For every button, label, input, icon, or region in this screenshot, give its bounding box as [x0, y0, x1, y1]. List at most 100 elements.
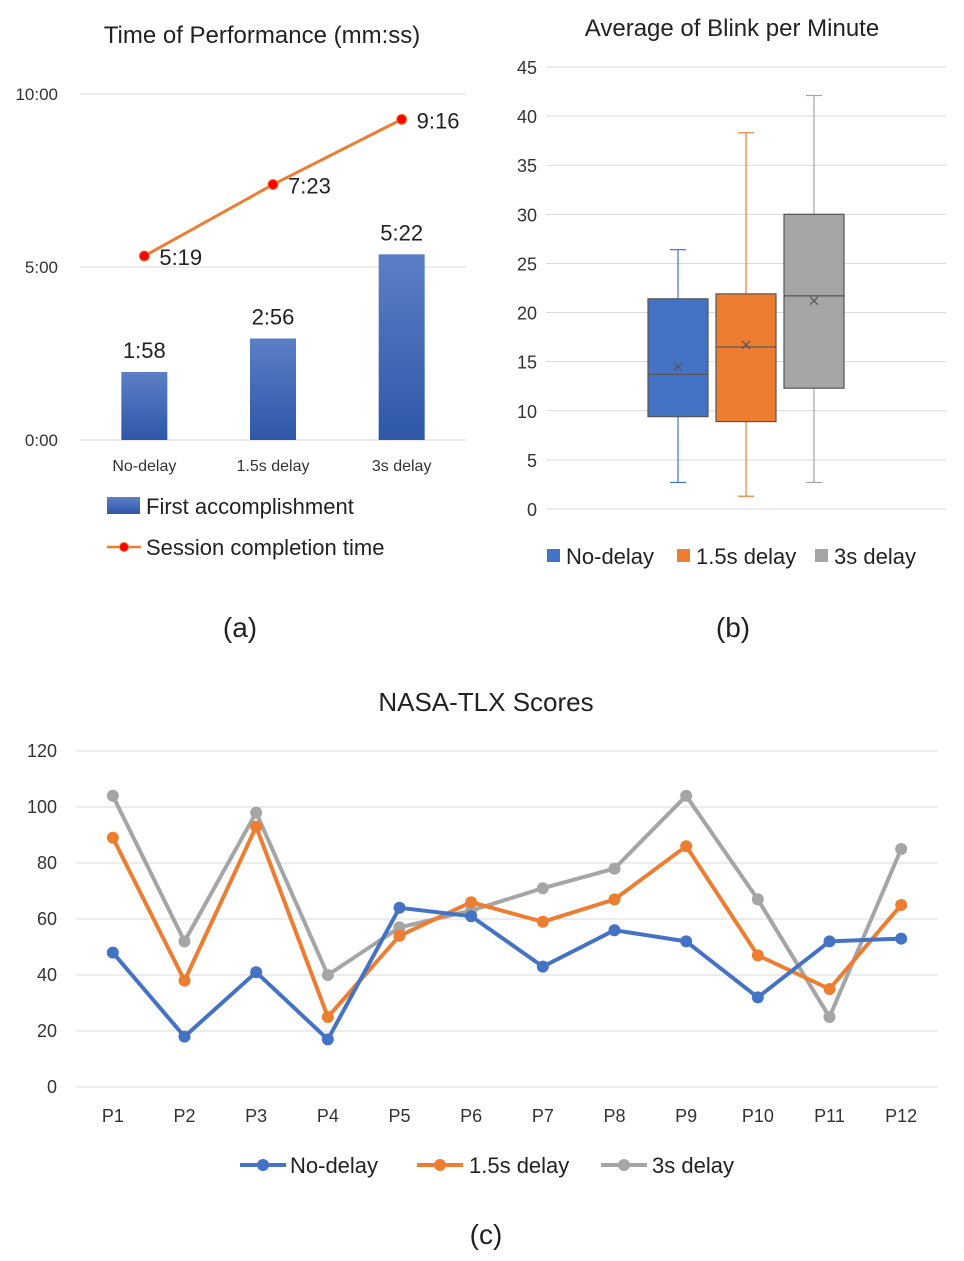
- x-tick-label-p2: P2: [173, 1106, 195, 1126]
- series-line: [111, 905, 902, 1042]
- box-iqr: [647, 298, 709, 418]
- bar-no-delay: [121, 371, 168, 440]
- caption-b: (b): [716, 612, 750, 643]
- y-tick-label-b: 20: [517, 304, 537, 324]
- y-tick-label-c: 100: [27, 797, 57, 817]
- bar-label-no-delay: 1:58: [123, 338, 166, 363]
- point-p7: [536, 960, 549, 973]
- series-no-delay: [106, 901, 908, 1046]
- bar-3s-delay: [378, 254, 425, 440]
- point-p11: [823, 983, 836, 995]
- point-p3: [250, 820, 263, 833]
- x-tick-label-a: No-delay: [112, 458, 176, 475]
- nasa-tlx-line-chart: NASA-TLX Scores 0 20 40 60 80 100 120 P1 P2 P3 P4…: [27, 687, 937, 1250]
- blink-boxplot-chart: Average of Blink per Minute 0 5 10 15 20 25 30…: [517, 15, 946, 643]
- legend-marker-3s-delay: [618, 1159, 630, 1171]
- y-tick-label-a: 0:00: [25, 431, 58, 450]
- line-label-no-delay: 5:19: [159, 245, 202, 270]
- caption-a: (a): [223, 612, 257, 643]
- chart-b-title: Average of Blink per Minute: [585, 15, 879, 42]
- x-tick-label-p12: P12: [885, 1106, 917, 1126]
- bar-1-5s-delay: [250, 338, 296, 440]
- legend-swatch-no-delay: [547, 549, 560, 562]
- point-p8: [608, 924, 621, 937]
- legend-bar-swatch: [107, 497, 140, 514]
- y-tick-label-b: 40: [517, 107, 537, 127]
- y-tick-label-b: 10: [517, 402, 537, 422]
- box-iqr: [715, 293, 777, 423]
- point-p8: [608, 893, 621, 906]
- y-tick-label-a: 10:00: [15, 85, 58, 104]
- point-p4: [321, 969, 334, 981]
- y-tick-label-b: 15: [517, 353, 537, 373]
- box-mean-marker: [673, 362, 683, 372]
- chart-c: NASA-TLX Scores 0 20 40 60 80 100 120 P1 P2 P3 P4…: [0, 660, 964, 1256]
- point-p2: [178, 974, 191, 987]
- series-line: [111, 824, 903, 1019]
- point-p5: [393, 901, 406, 914]
- point-p9: [680, 840, 693, 853]
- y-tick-label-c: 40: [37, 965, 57, 985]
- caption-c: (c): [470, 1219, 503, 1250]
- line-label-3s-delay: 9:16: [417, 108, 460, 133]
- box-3s-delay: [783, 94, 845, 484]
- x-tick-label-p4: P4: [317, 1106, 339, 1126]
- point-p9: [680, 789, 693, 802]
- point-p4: [321, 1011, 334, 1023]
- y-tick-label-b: 30: [517, 205, 537, 225]
- box-mean-marker: [741, 340, 751, 350]
- box-mean-marker: [809, 296, 819, 306]
- point-p3: [250, 966, 263, 979]
- series-3s-delay: [106, 789, 908, 1023]
- x-tick-label-p5: P5: [388, 1106, 410, 1126]
- x-tick-label-p6: P6: [460, 1106, 482, 1126]
- x-tick-label-a: 1.5s delay: [237, 458, 310, 475]
- series-line: [111, 793, 904, 1019]
- y-tick-label-c: 20: [37, 1021, 57, 1041]
- chart-c-title: NASA-TLX Scores: [378, 687, 593, 717]
- point-p5: [393, 929, 406, 942]
- point-p7: [536, 915, 549, 928]
- legend-session-completion: Session completion time: [146, 535, 384, 560]
- point-p8: [608, 862, 621, 875]
- line-label-1-5s-delay: 7:23: [288, 174, 331, 199]
- point-p10: [751, 949, 764, 962]
- chart-a-title: Time of Performance (mm:ss): [104, 22, 421, 49]
- line-point-3s-delay: [396, 113, 408, 125]
- legend-first-accomplishment: First accomplishment: [146, 494, 354, 519]
- y-tick-label-b: 0: [527, 500, 537, 520]
- x-tick-label-p1: P1: [102, 1106, 124, 1126]
- point-p2: [178, 1030, 191, 1043]
- y-tick-label-b: 35: [517, 156, 537, 176]
- x-tick-label-p9: P9: [675, 1106, 697, 1126]
- x-tick-label-a: 3s delay: [372, 458, 432, 475]
- legend-swatch-3s-delay: [815, 549, 828, 562]
- chart-a-legend: First accomplishment Session completion …: [107, 494, 384, 560]
- x-tick-label-p8: P8: [603, 1106, 625, 1126]
- legend-swatch-1-5s-delay: [677, 549, 690, 562]
- bar-label-1-5s-delay: 2:56: [252, 305, 295, 330]
- box-1-5s-delay: [715, 132, 777, 497]
- y-tick-label-a: 5:00: [25, 258, 58, 277]
- point-p12: [895, 899, 908, 911]
- series-1-5s-delay: [106, 820, 908, 1023]
- point-p6: [465, 896, 478, 909]
- y-tick-label-b: 25: [517, 254, 537, 274]
- chart-a: Time of Performance (mm:ss) 0:00 5:00 10:0…: [0, 0, 480, 660]
- y-tick-label-b: 5: [527, 451, 537, 471]
- point-p4: [321, 1033, 334, 1046]
- y-tick-label-b: 45: [517, 58, 537, 78]
- y-tick-label-c: 0: [47, 1077, 57, 1097]
- x-tick-label-p7: P7: [532, 1106, 554, 1126]
- y-tick-label-c: 80: [37, 853, 57, 873]
- point-p11: [823, 935, 836, 948]
- legend-marker-1-5s-delay: [434, 1159, 446, 1171]
- legend-label-1-5s-delay: 1.5s delay: [696, 544, 796, 569]
- line-point-no-delay: [138, 250, 150, 262]
- point-p1: [106, 831, 119, 844]
- y-tick-label-c: 60: [37, 909, 57, 929]
- bar-label-3s-delay: 5:22: [380, 220, 423, 245]
- legend-label-1-5s-delay: 1.5s delay: [469, 1153, 569, 1178]
- legend-label-3s-delay: 3s delay: [834, 544, 916, 569]
- x-tick-label-p11: P11: [814, 1106, 845, 1126]
